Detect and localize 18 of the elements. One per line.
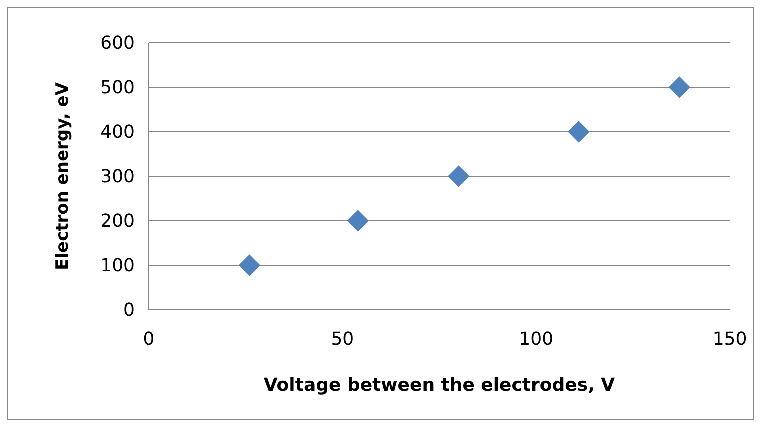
y-tick-label: 600: [100, 32, 135, 54]
point: [568, 121, 590, 143]
point: [238, 254, 261, 276]
point: [668, 76, 690, 98]
y-axis-title: Electron energy, eV: [53, 82, 73, 270]
point: [448, 166, 470, 188]
y-tick-label: 300: [100, 166, 135, 188]
y-tick-label: 500: [100, 77, 135, 98]
y-tick-label: 0: [124, 300, 135, 321]
y-tick-label: 200: [100, 210, 135, 232]
x-tick-label: 100: [519, 328, 554, 350]
x-tick-label: 150: [712, 328, 748, 350]
y-tick-label: 100: [100, 255, 135, 276]
x-axis-title: Voltage between the electrodes, V: [264, 375, 616, 396]
x-tick-label: 50: [331, 328, 354, 350]
y-tick-label: 400: [100, 122, 135, 143]
x-tick-label: 0: [143, 328, 155, 350]
point: [347, 210, 370, 232]
